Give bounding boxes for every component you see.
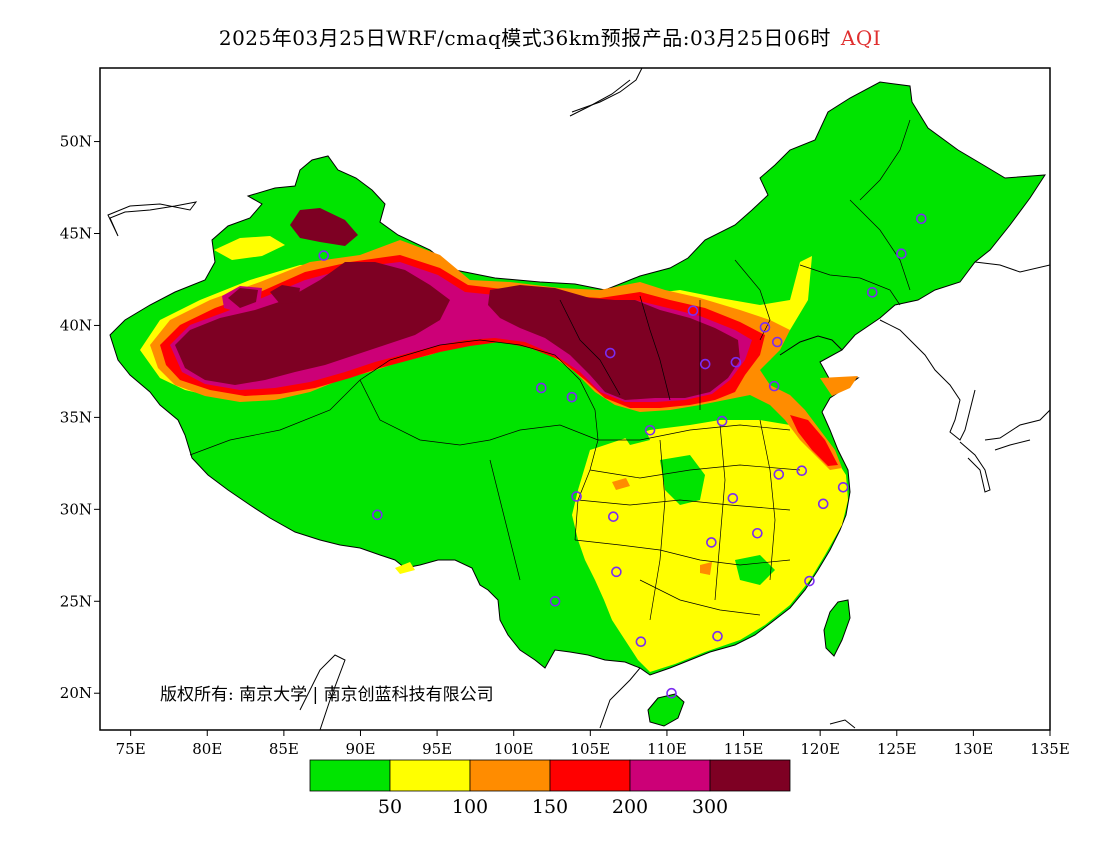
legend-swatch (629, 759, 711, 792)
zone-orange-patch-2 (700, 562, 712, 575)
station-marker (571, 491, 582, 502)
lon-label: 135E (1030, 740, 1070, 758)
lat-label: 45N (60, 225, 92, 243)
station-marker (635, 636, 647, 648)
station-marker (866, 287, 878, 298)
station-marker (730, 356, 742, 368)
station-marker (608, 511, 619, 522)
lon-label: 90E (345, 740, 375, 758)
station-marker (611, 566, 622, 578)
legend-swatch (469, 759, 551, 792)
station-marker (716, 415, 728, 427)
station-marker (796, 465, 808, 477)
station-marker (837, 481, 849, 493)
legend-swatch (549, 759, 631, 792)
lon-label: 115E (724, 740, 764, 758)
station-marker (712, 630, 723, 642)
lon-label: 85E (269, 740, 299, 758)
legend-swatch (709, 759, 791, 792)
map-area (107, 68, 1050, 730)
station-marker (699, 358, 711, 370)
taiwan-island (823, 599, 851, 657)
station-marker (771, 336, 783, 348)
lat-label: 35N (60, 408, 92, 426)
zone-yellow-small-1 (214, 236, 285, 260)
lon-label: 75E (116, 740, 146, 758)
zone-maroon-north (290, 208, 358, 246)
station-marker (666, 687, 677, 699)
station-marker (804, 575, 815, 587)
legend-label: 150 (532, 796, 568, 818)
station-marker (318, 250, 330, 261)
aqi-legend: 50 100 150 200 300 (309, 759, 791, 818)
station-marker (915, 213, 927, 225)
lon-label: 130E (954, 740, 994, 758)
station-marker (727, 492, 739, 504)
zone-green-patch-3 (620, 428, 650, 445)
zone-maroon-west (175, 262, 450, 385)
station-marker (372, 509, 383, 521)
province-boundaries (189, 119, 911, 621)
lon-label: 110E (647, 740, 687, 758)
map-frame (99, 67, 1051, 731)
station-marker (549, 595, 561, 607)
lon-label: 105E (571, 740, 611, 758)
lat-label: 30N (60, 500, 92, 518)
station-marker (817, 498, 829, 510)
lon-label: 95E (422, 740, 452, 758)
station-marker (535, 382, 547, 394)
station-marker (706, 537, 717, 548)
lon-label: 120E (800, 740, 840, 758)
station-marker (687, 305, 699, 317)
zone-orange-coast (820, 376, 858, 396)
legend-swatch (389, 759, 471, 792)
legend-swatch (309, 759, 391, 792)
station-marker (644, 424, 656, 436)
longitude-axis: 75E 80E 85E 90E 95E 100E 105E 110E 115E 120E 125E 1… (116, 730, 1070, 758)
lon-label: 80E (192, 740, 222, 758)
station-marker (773, 469, 785, 480)
title-variable: AQI (840, 26, 882, 50)
map-title: 2025年03月25日WRF/cmaq模式36km预报产品:03月25日06时 A… (0, 22, 1100, 51)
legend-label: 300 (692, 796, 728, 818)
lon-label: 125E (877, 740, 917, 758)
legend-label: 50 (378, 796, 402, 818)
zone-red-east (790, 415, 838, 466)
lat-label: 50N (60, 133, 92, 151)
coastlines (107, 68, 1050, 730)
station-marker (752, 527, 763, 539)
hainan-island (647, 693, 685, 727)
latitude-axis: 50N 45N 40N 35N 30N 25N 20N (60, 133, 100, 702)
station-marker (759, 321, 771, 333)
lat-label: 40N (60, 316, 92, 334)
station-marker (768, 380, 780, 392)
legend-label: 100 (452, 796, 488, 818)
zone-maroon-small-2 (270, 285, 300, 304)
zone-maroon-central (488, 285, 740, 400)
zone-yellow-small-2 (395, 562, 415, 574)
legend-label: 200 (612, 796, 648, 818)
lon-label: 100E (494, 740, 534, 758)
zone-maroon-small (228, 288, 258, 308)
copyright-text: 版权所有: 南京大学 | 南京创蓝科技有限公司 (160, 685, 494, 705)
station-marker (604, 347, 616, 359)
station-markers (318, 213, 927, 699)
station-marker (896, 248, 907, 260)
lat-label: 20N (60, 684, 92, 702)
lat-label: 25N (60, 592, 92, 610)
station-marker (566, 391, 578, 403)
zone-orange-patch-1 (612, 478, 630, 490)
title-main: 2025年03月25日WRF/cmaq模式36km预报产品:03月25日06时 (218, 26, 831, 50)
zone-green-patch-1 (660, 455, 705, 505)
